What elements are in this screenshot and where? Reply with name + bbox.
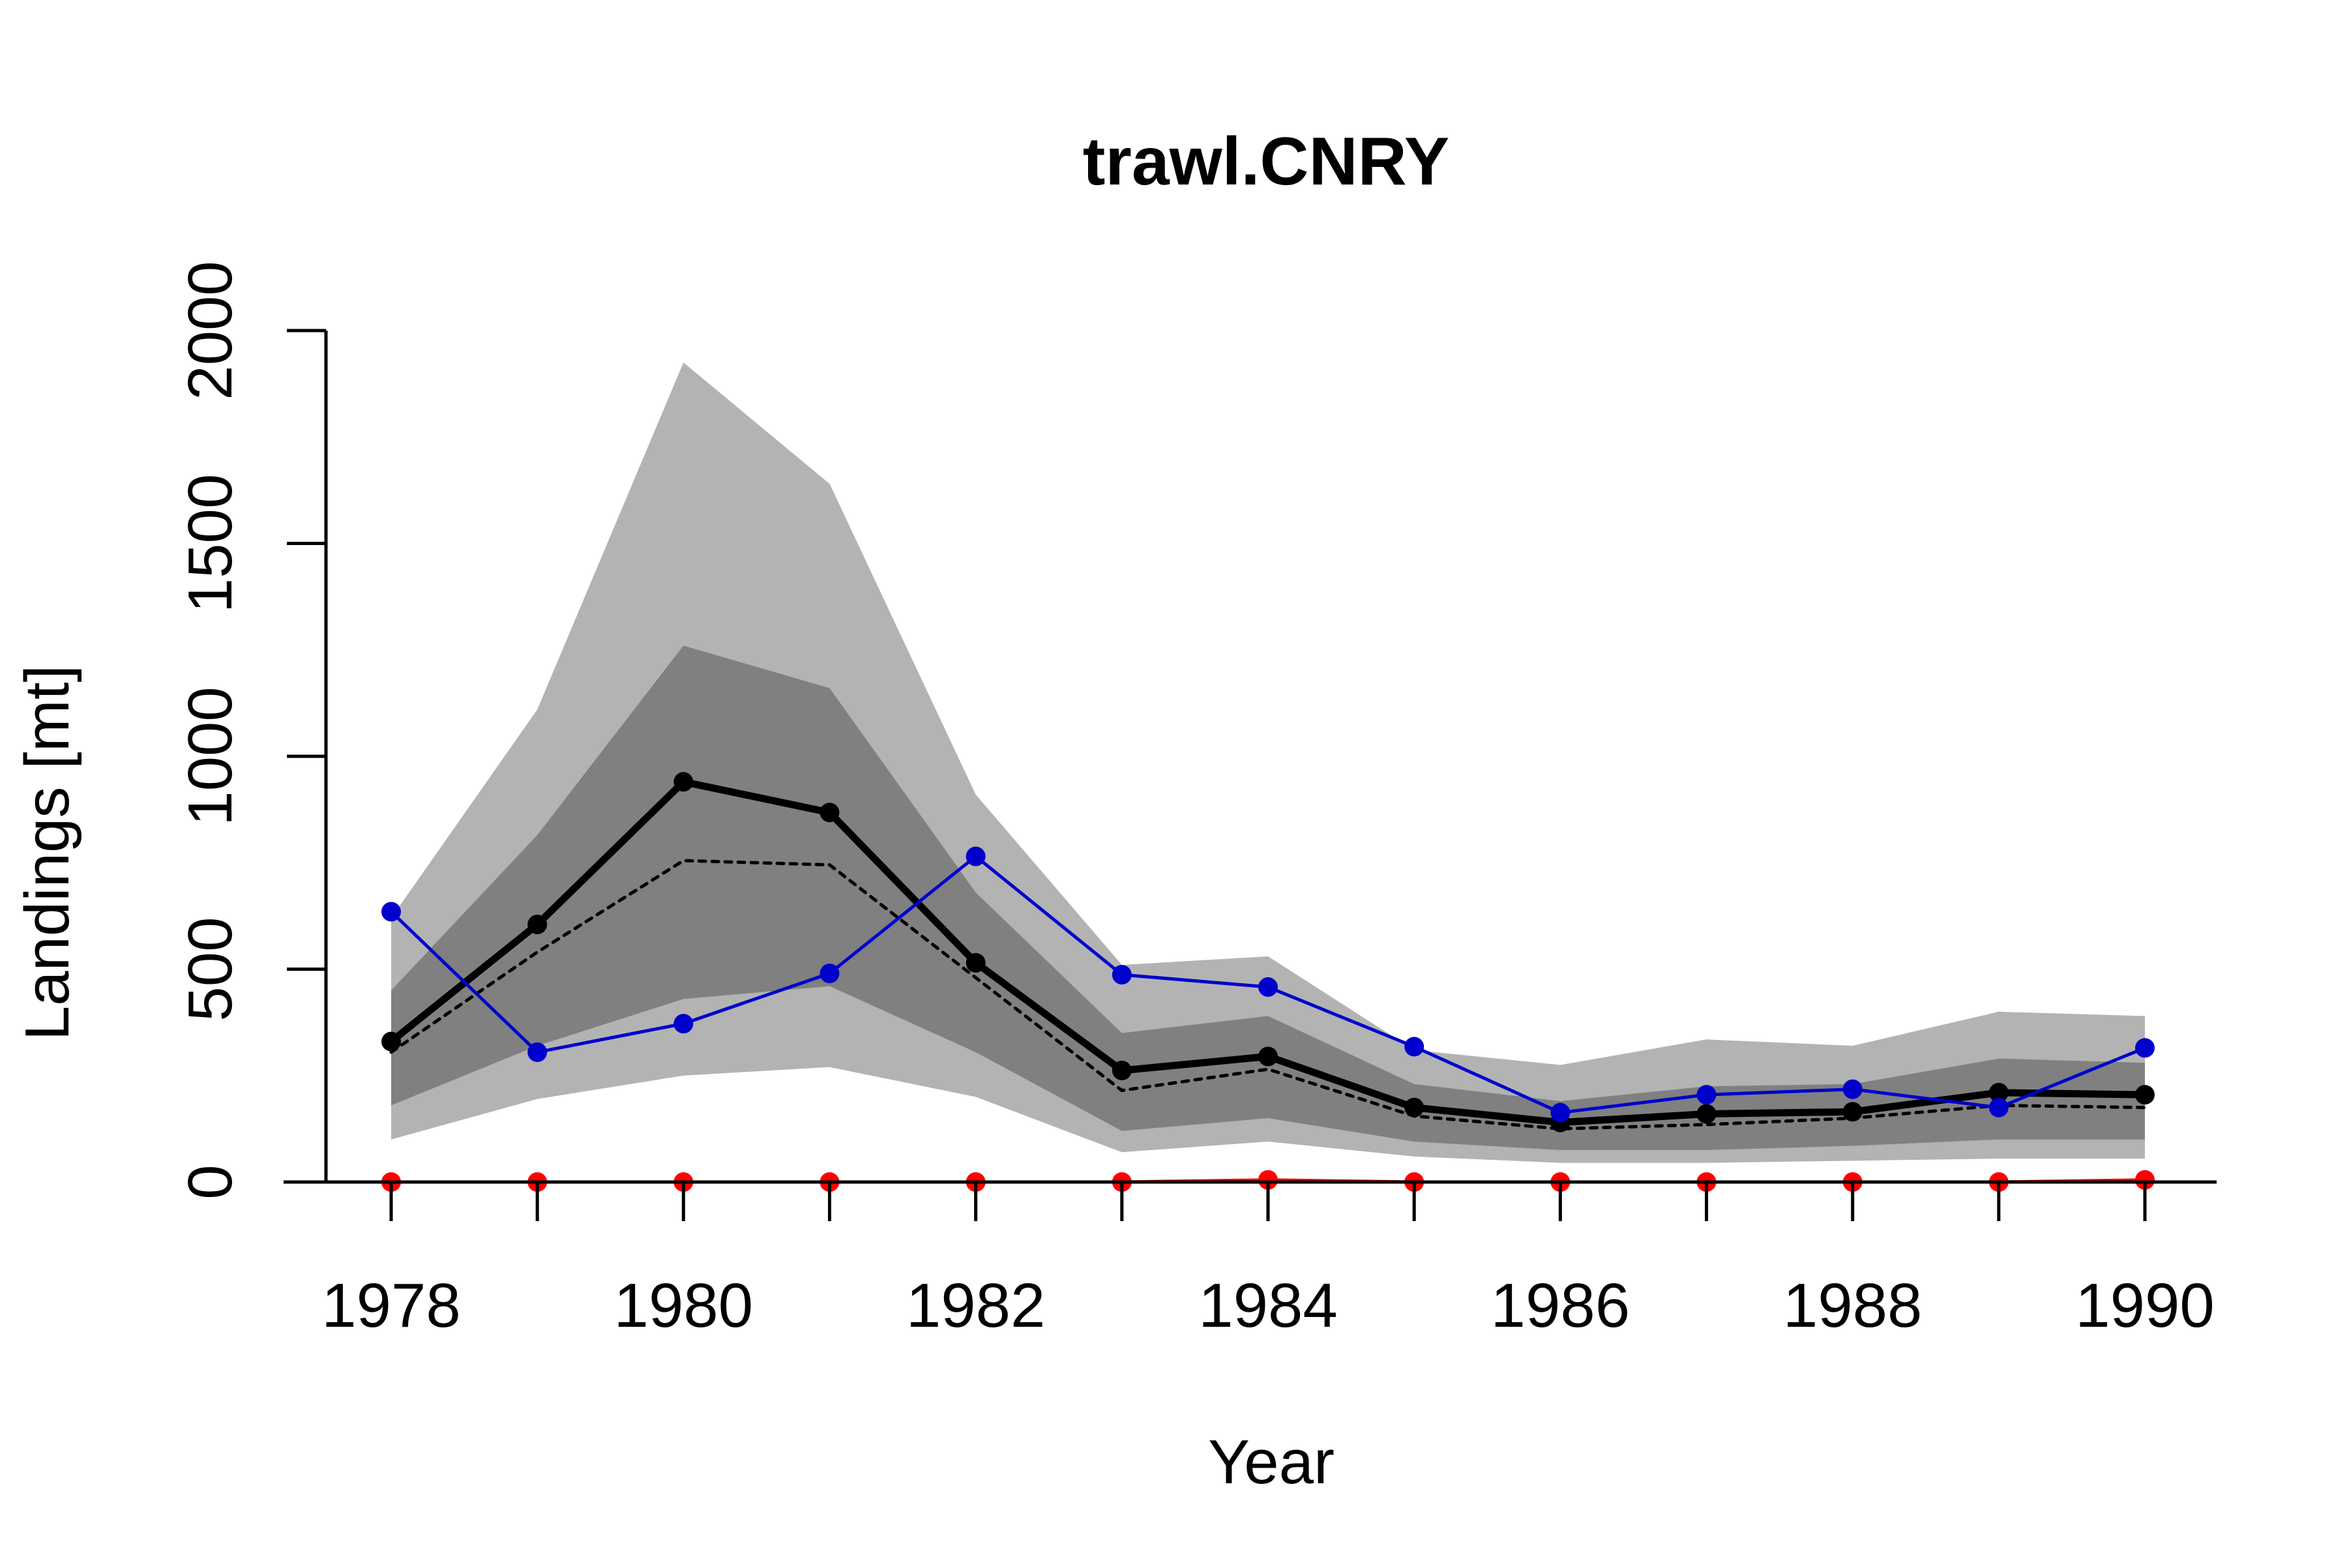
data-point-blue-1986 bbox=[1550, 1102, 1571, 1123]
data-point-median-1985 bbox=[1404, 1097, 1424, 1117]
data-point-blue-1987 bbox=[1696, 1085, 1717, 1105]
chart-title: trawl.CNRY bbox=[1083, 124, 1449, 200]
x-tick-label-1980: 1980 bbox=[614, 1271, 754, 1340]
data-point-blue-1978 bbox=[381, 902, 401, 922]
data-point-blue-1979 bbox=[527, 1042, 548, 1062]
data-point-median-1988 bbox=[1842, 1102, 1863, 1122]
data-point-blue-1990 bbox=[2135, 1038, 2155, 1058]
x-tick-label-1978: 1978 bbox=[321, 1271, 461, 1340]
data-point-median-1978 bbox=[381, 1031, 401, 1052]
y-tick-label-500: 500 bbox=[175, 917, 245, 1021]
data-point-blue-1982 bbox=[966, 846, 986, 866]
data-point-median-1990 bbox=[2135, 1085, 2155, 1105]
y-axis-label: Landings [mt] bbox=[12, 665, 82, 1041]
data-point-median-1984 bbox=[1258, 1046, 1278, 1067]
data-point-blue-1983 bbox=[1112, 964, 1132, 984]
x-axis-label: Year bbox=[1208, 1427, 1335, 1497]
data-point-blue-1989 bbox=[1988, 1097, 2009, 1117]
y-tick-label-0: 0 bbox=[175, 1164, 245, 1199]
data-point-red-1984 bbox=[1258, 1170, 1278, 1190]
y-tick-label-1000: 1000 bbox=[175, 687, 245, 826]
data-point-median-1987 bbox=[1696, 1104, 1717, 1124]
data-point-red-1990 bbox=[2135, 1170, 2155, 1190]
x-tick-label-1982: 1982 bbox=[906, 1271, 1046, 1340]
data-point-median-1980 bbox=[673, 772, 694, 792]
x-tick-label-1990: 1990 bbox=[2075, 1271, 2215, 1340]
band-2 bbox=[391, 645, 2145, 1151]
x-tick-label-1984: 1984 bbox=[1198, 1271, 1338, 1340]
data-point-blue-1984 bbox=[1258, 977, 1278, 997]
y-tick-label-1500: 1500 bbox=[175, 474, 245, 614]
series-points bbox=[381, 772, 2155, 1192]
data-point-median-1979 bbox=[527, 914, 548, 934]
data-point-median-1981 bbox=[819, 803, 840, 823]
data-point-median-1982 bbox=[966, 953, 986, 973]
axes: 1978 1980 1982 1984 1986 1988 1990 0 500 1000 1500… bbox=[175, 261, 2217, 1340]
data-point-blue-1980 bbox=[673, 1014, 694, 1034]
x-tick-label-1988: 1988 bbox=[1783, 1271, 1923, 1340]
uncertainty-bands bbox=[391, 362, 2145, 1163]
data-point-median-1989 bbox=[1988, 1082, 2009, 1102]
data-point-median-1983 bbox=[1112, 1060, 1132, 1080]
data-point-blue-1988 bbox=[1842, 1079, 1863, 1099]
data-point-blue-1981 bbox=[819, 964, 840, 984]
y-tick-label-2000: 2000 bbox=[175, 261, 245, 400]
x-tick-label-1986: 1986 bbox=[1491, 1271, 1631, 1340]
data-point-blue-1985 bbox=[1404, 1037, 1424, 1057]
